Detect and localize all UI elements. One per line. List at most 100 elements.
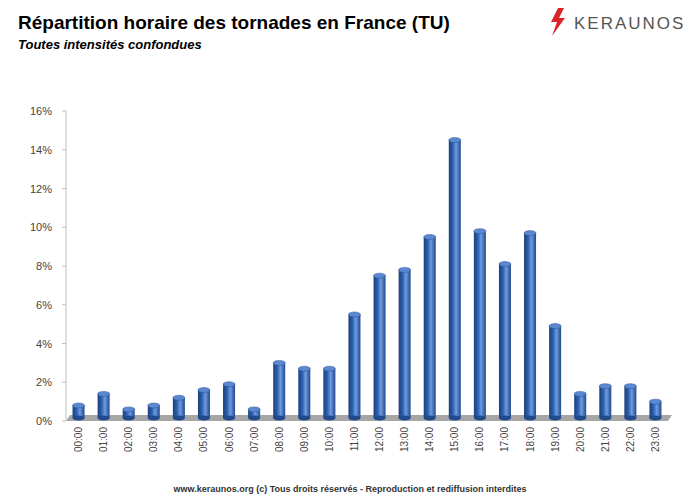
y-tick-label: 10% bbox=[30, 221, 52, 233]
bar-cap bbox=[524, 231, 536, 236]
bar-cap bbox=[549, 324, 561, 329]
floor bbox=[66, 415, 672, 421]
x-tick-label: 10:00 bbox=[324, 427, 335, 452]
y-tick bbox=[62, 149, 66, 150]
bar-cap bbox=[123, 407, 135, 412]
bar bbox=[273, 363, 285, 418]
x-tick-label: 11:00 bbox=[349, 427, 360, 452]
bar bbox=[524, 233, 536, 418]
x-tick-label: 15:00 bbox=[449, 427, 460, 452]
y-tick-label: 8% bbox=[36, 260, 52, 272]
bar-cap bbox=[424, 234, 436, 239]
bar bbox=[449, 140, 461, 418]
bar-base bbox=[599, 416, 611, 421]
bar bbox=[298, 369, 310, 418]
x-tick-label: 19:00 bbox=[550, 427, 561, 452]
x-tick-label: 01:00 bbox=[98, 427, 109, 452]
bar-cap bbox=[599, 384, 611, 389]
bar-cap bbox=[574, 391, 586, 396]
bar-base bbox=[223, 416, 235, 421]
bar-base bbox=[148, 416, 160, 421]
bar-cap bbox=[98, 391, 110, 396]
y-tick bbox=[62, 188, 66, 189]
x-tick-label: 07:00 bbox=[249, 427, 260, 452]
x-tick-label: 23:00 bbox=[650, 427, 661, 452]
bar-cap bbox=[374, 273, 386, 278]
x-tick-label: 08:00 bbox=[274, 427, 285, 452]
bar-base bbox=[173, 416, 185, 421]
x-tick-label: 00:00 bbox=[73, 427, 84, 452]
bar bbox=[574, 394, 586, 418]
bar-cap bbox=[223, 382, 235, 387]
x-tick-label: 18:00 bbox=[525, 427, 536, 452]
bar-cap bbox=[273, 360, 285, 365]
bar bbox=[599, 386, 611, 418]
bar bbox=[424, 237, 436, 418]
bar-base bbox=[499, 416, 511, 421]
bar-cap bbox=[148, 403, 160, 408]
x-tick-label: 05:00 bbox=[198, 427, 209, 452]
y-tick-label: 2% bbox=[36, 376, 52, 388]
bar bbox=[499, 264, 511, 418]
bar-base bbox=[248, 416, 260, 421]
y-tick-label: 14% bbox=[30, 144, 52, 156]
bar-cap bbox=[474, 229, 486, 234]
bar bbox=[474, 231, 486, 418]
bar-cap bbox=[198, 388, 210, 393]
x-tick-label: 04:00 bbox=[173, 427, 184, 452]
y-tick bbox=[62, 266, 66, 267]
bar bbox=[549, 326, 561, 418]
bar-base bbox=[98, 416, 110, 421]
bar bbox=[198, 390, 210, 418]
subtitle: Toutes intensités confondues bbox=[18, 37, 202, 52]
y-tick bbox=[62, 111, 66, 112]
y-tick-label: 6% bbox=[36, 299, 52, 311]
bar bbox=[173, 398, 185, 418]
bar bbox=[374, 276, 386, 418]
bar-base bbox=[123, 416, 135, 421]
bar-base bbox=[298, 416, 310, 421]
x-tick-label: 06:00 bbox=[224, 427, 235, 452]
footer: www.keraunos.org (c) Tous droits réservé… bbox=[172, 484, 526, 494]
bar-base bbox=[549, 416, 561, 421]
y-tick bbox=[62, 343, 66, 344]
bar-cap bbox=[173, 395, 185, 400]
y-tick-label: 4% bbox=[36, 338, 52, 350]
bar-cap bbox=[73, 403, 85, 408]
bar-cap bbox=[348, 312, 360, 317]
bar-base bbox=[449, 416, 461, 421]
bar bbox=[98, 394, 110, 418]
bar-base bbox=[649, 416, 661, 421]
bar-base bbox=[348, 416, 360, 421]
x-tick-label: 02:00 bbox=[123, 427, 134, 452]
x-tick-label: 16:00 bbox=[474, 427, 485, 452]
bar-base bbox=[524, 416, 536, 421]
bar bbox=[399, 270, 411, 418]
bar bbox=[223, 384, 235, 418]
bar-base bbox=[624, 416, 636, 421]
bar-base bbox=[273, 416, 285, 421]
title: Répartition horaire des tornades en Fran… bbox=[18, 12, 450, 33]
x-tick-label: 09:00 bbox=[299, 427, 310, 452]
bar-cap bbox=[499, 262, 511, 267]
bar-base bbox=[73, 416, 85, 421]
logo-icon bbox=[551, 8, 565, 36]
bar-base bbox=[424, 416, 436, 421]
y-tick-label: 12% bbox=[30, 183, 52, 195]
bar-base bbox=[474, 416, 486, 421]
bar-cap bbox=[323, 366, 335, 371]
bar-base bbox=[374, 416, 386, 421]
x-tick-label: 14:00 bbox=[424, 427, 435, 452]
y-tick bbox=[62, 421, 66, 422]
y-tick-label: 16% bbox=[30, 105, 52, 117]
x-tick-label: 22:00 bbox=[625, 427, 636, 452]
x-tick-label: 12:00 bbox=[374, 427, 385, 452]
x-tick-label: 21:00 bbox=[600, 427, 611, 452]
bar bbox=[348, 314, 360, 418]
chart: Répartition horaire des tornades en Fran… bbox=[0, 0, 700, 500]
y-tick bbox=[62, 304, 66, 305]
bar-cap bbox=[399, 267, 411, 272]
bar-base bbox=[574, 416, 586, 421]
y-tick bbox=[62, 382, 66, 383]
bar-cap bbox=[298, 366, 310, 371]
